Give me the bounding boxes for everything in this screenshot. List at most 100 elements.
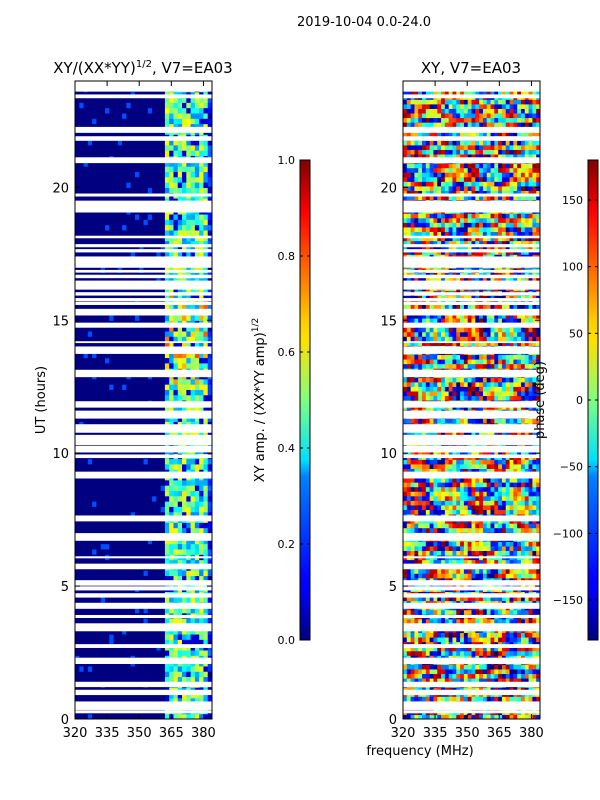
left-heatmap-cell <box>113 378 119 385</box>
left-heatmap-cell <box>207 538 212 545</box>
left-heatmap-cell <box>134 102 140 109</box>
left-heatmap-cell <box>207 330 212 337</box>
right-heatmap-cell <box>520 609 526 615</box>
left-heatmap-cell <box>117 96 123 103</box>
left-heatmap-cell <box>160 639 166 646</box>
left-heatmap-cell <box>96 166 102 172</box>
left-heatmap-cell <box>130 596 136 603</box>
left-heatmap-cell <box>75 102 80 109</box>
left-heatmap-cell <box>160 479 166 486</box>
right-heatmap-cell <box>425 668 431 675</box>
left-heatmap-cell <box>194 378 200 385</box>
right-heatmap-cell <box>456 632 461 638</box>
left-heatmap-cell <box>190 607 196 614</box>
left-heatmap-cell <box>182 676 187 683</box>
right-heatmap-cell <box>528 664 533 670</box>
left-heatmap-cell <box>122 511 127 518</box>
left-heatmap-cell <box>164 495 170 502</box>
left-heatmap-cell <box>190 633 196 640</box>
left-heatmap-cell <box>143 112 149 119</box>
left-heatmap-cell <box>87 229 93 236</box>
left-heatmap-cell <box>100 378 106 385</box>
left-heatmap-cell <box>169 527 175 534</box>
right-heatmap-cell <box>494 636 499 643</box>
left-heatmap-cell <box>182 543 187 550</box>
left-heatmap-cell <box>203 245 209 252</box>
left-heatmap-cell <box>147 229 153 236</box>
left-heatmap-cell <box>126 527 132 534</box>
left-heatmap-cell <box>169 639 175 646</box>
left-heatmap-cell <box>169 357 175 364</box>
left-heatmap-cell <box>87 325 93 332</box>
left-heatmap-cell <box>173 649 179 656</box>
left-heatmap-cell <box>130 325 136 332</box>
left-heatmap-cell <box>126 421 132 428</box>
left-heatmap-cell <box>160 697 166 704</box>
left-heatmap-cell <box>96 219 102 226</box>
left-heatmap-cell <box>199 224 205 231</box>
left-heatmap-cell <box>143 639 149 646</box>
left-heatmap-cell <box>139 314 145 321</box>
left-heatmap-cell <box>126 251 132 258</box>
left-heatmap-cell <box>122 495 127 502</box>
left-heatmap-cell <box>182 559 187 566</box>
left-heatmap-cell <box>139 570 145 577</box>
left-heatmap-cell <box>152 671 157 678</box>
right-heatmap-cell <box>429 687 435 693</box>
left-heatmap-cell <box>130 463 136 470</box>
right-heatmap-cell <box>437 696 442 702</box>
left-flagged-gap <box>75 593 212 598</box>
left-heatmap-cell <box>134 171 140 178</box>
left-heatmap-cell <box>152 522 157 529</box>
left-heatmap-cell <box>113 160 119 167</box>
left-heatmap-cell <box>143 527 149 534</box>
right-heatmap-cell <box>452 668 457 675</box>
left-heatmap-cell <box>134 559 140 566</box>
right-heatmap-cell <box>513 696 518 702</box>
left-heatmap-cell <box>207 251 212 258</box>
left-heatmap-cell <box>126 330 132 337</box>
left-heatmap-cell <box>109 325 115 332</box>
left-heatmap-cell <box>169 485 175 491</box>
left-heatmap-cell <box>152 293 157 300</box>
left-heatmap-cell <box>87 160 93 167</box>
left-heatmap-cell <box>156 570 162 577</box>
left-heatmap-cell <box>87 150 93 157</box>
left-heatmap-cell <box>139 527 145 534</box>
left-heatmap-cell <box>190 314 196 321</box>
left-heatmap-cell <box>152 107 157 114</box>
left-heatmap-cell <box>203 112 209 119</box>
left-heatmap-cell <box>177 394 183 401</box>
left-heatmap-cell <box>147 485 153 491</box>
left-heatmap-cell <box>109 304 115 311</box>
left-heatmap-cell <box>160 325 166 332</box>
left-heatmap-cell <box>134 213 140 220</box>
left-heatmap-cell <box>75 713 80 719</box>
right-heatmap-cell <box>471 609 476 615</box>
right-heatmap-cell <box>475 673 480 679</box>
right-heatmap-cell <box>505 673 511 679</box>
left-heatmap-cell <box>207 501 212 507</box>
left-heatmap-cell <box>100 421 106 428</box>
left-heatmap-cell <box>207 304 212 311</box>
right-heatmap-cell <box>528 714 533 719</box>
left-heatmap-cell <box>194 665 200 672</box>
left-heatmap-cell <box>160 176 166 183</box>
left-heatmap-cell <box>173 112 179 119</box>
left-heatmap-cell <box>113 251 119 258</box>
right-heatmap-cell <box>418 609 423 615</box>
right-heatmap-cell <box>482 673 488 679</box>
right-heatmap-cell <box>422 714 427 719</box>
left-heatmap-cell <box>75 570 80 577</box>
left-heatmap-cell <box>117 362 123 369</box>
left-heatmap-cell <box>75 421 80 428</box>
left-heatmap-cell <box>143 522 149 529</box>
left-heatmap-cell <box>130 639 136 646</box>
left-heatmap-cell <box>83 123 89 130</box>
left-heatmap-cell <box>104 213 110 220</box>
left-heatmap-cell <box>134 166 140 172</box>
right-heatmap-cell <box>513 632 518 638</box>
left-heatmap-cell <box>182 96 187 103</box>
left-heatmap-cell <box>143 628 149 635</box>
right-heatmap-cell <box>486 636 492 643</box>
